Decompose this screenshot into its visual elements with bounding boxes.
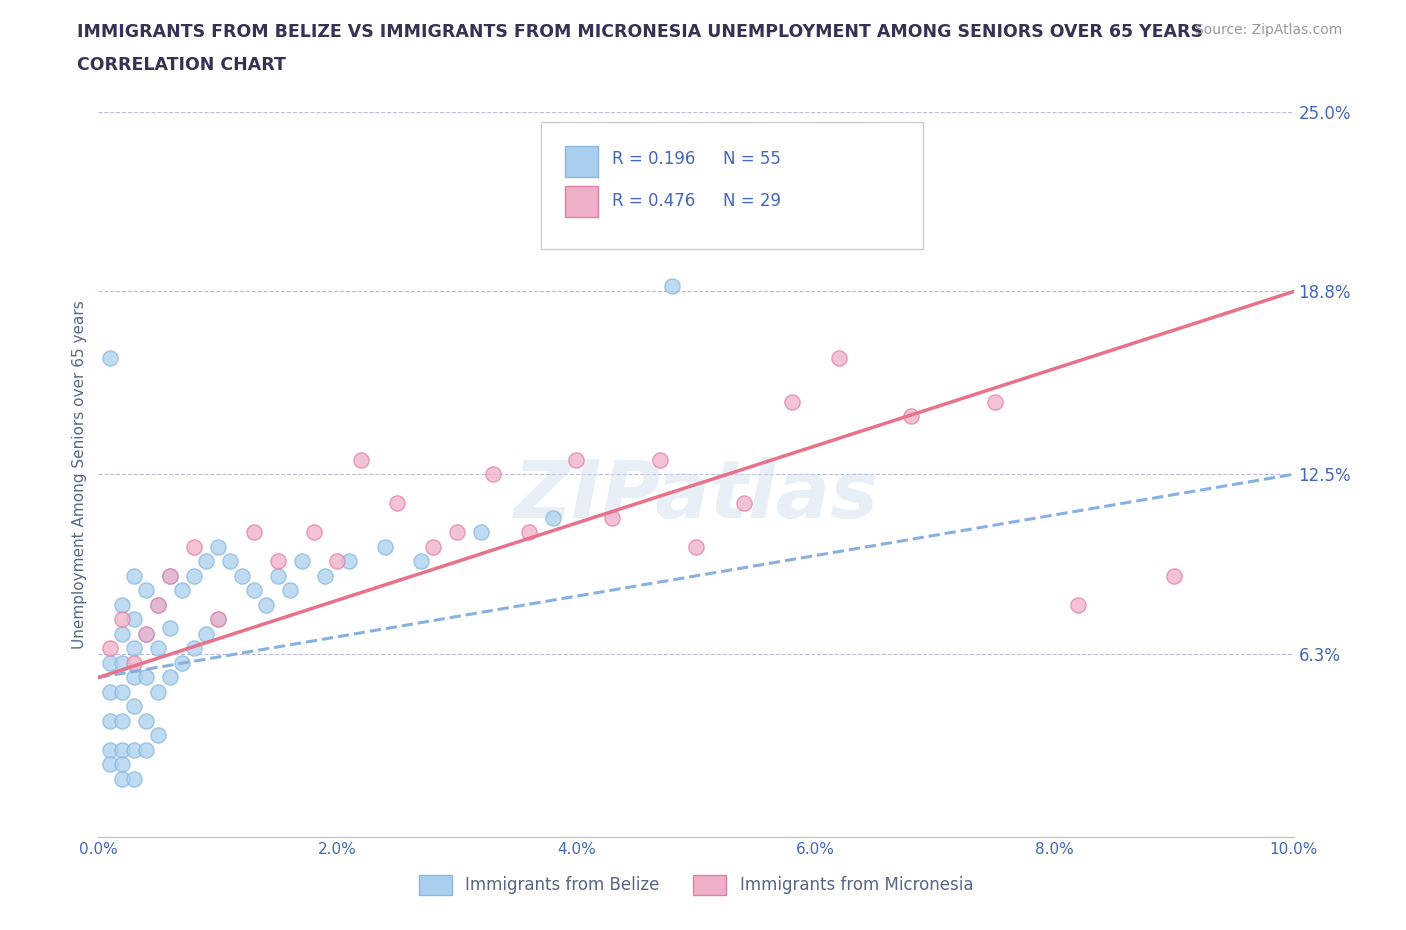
- Point: [183, 539, 205, 554]
- Point: [111, 742, 134, 757]
- Point: [470, 525, 492, 539]
- Point: [124, 699, 146, 714]
- Point: [111, 713, 134, 728]
- Point: [685, 539, 707, 554]
- Text: R = 0.476: R = 0.476: [613, 192, 696, 210]
- Point: [172, 583, 194, 598]
- Point: [219, 554, 242, 569]
- Text: N = 55: N = 55: [724, 150, 782, 167]
- Point: [98, 656, 122, 671]
- Point: [124, 568, 146, 583]
- Point: [828, 351, 851, 365]
- Point: [291, 554, 314, 569]
- Point: [326, 554, 349, 569]
- Point: [565, 452, 588, 467]
- Text: Source: ZipAtlas.com: Source: ZipAtlas.com: [1195, 23, 1343, 37]
- Point: [111, 612, 134, 627]
- Point: [135, 583, 157, 598]
- Point: [135, 627, 157, 642]
- Point: [482, 467, 505, 482]
- Point: [411, 554, 433, 569]
- Point: [267, 568, 290, 583]
- Point: [385, 496, 409, 511]
- Point: [278, 583, 301, 598]
- Point: [159, 568, 181, 583]
- Point: [207, 612, 229, 627]
- Point: [111, 627, 134, 642]
- Point: [124, 742, 146, 757]
- Text: ZIPatlas: ZIPatlas: [513, 457, 879, 535]
- Point: [780, 394, 803, 409]
- Point: [231, 568, 253, 583]
- Point: [243, 525, 266, 539]
- Text: IMMIGRANTS FROM BELIZE VS IMMIGRANTS FROM MICRONESIA UNEMPLOYMENT AMONG SENIORS : IMMIGRANTS FROM BELIZE VS IMMIGRANTS FRO…: [77, 23, 1204, 41]
- Point: [135, 742, 157, 757]
- Point: [267, 554, 290, 569]
- Point: [98, 757, 122, 772]
- Point: [422, 539, 444, 554]
- Point: [159, 568, 181, 583]
- Point: [124, 772, 146, 787]
- Text: R = 0.196: R = 0.196: [613, 150, 696, 167]
- Point: [243, 583, 266, 598]
- Point: [159, 670, 181, 684]
- Point: [195, 554, 218, 569]
- Point: [374, 539, 396, 554]
- Point: [111, 757, 134, 772]
- Point: [124, 656, 146, 671]
- Point: [446, 525, 468, 539]
- Point: [148, 597, 170, 612]
- Point: [148, 728, 170, 743]
- Point: [98, 684, 122, 699]
- Point: [650, 452, 672, 467]
- FancyBboxPatch shape: [541, 123, 922, 249]
- Point: [111, 772, 134, 787]
- Point: [1067, 597, 1090, 612]
- Point: [733, 496, 755, 511]
- Point: [124, 612, 146, 627]
- Point: [124, 670, 146, 684]
- Point: [350, 452, 373, 467]
- Point: [124, 641, 146, 656]
- Legend: Immigrants from Belize, Immigrants from Micronesia: Immigrants from Belize, Immigrants from …: [412, 869, 980, 901]
- Point: [135, 670, 157, 684]
- Point: [98, 742, 122, 757]
- Text: N = 29: N = 29: [724, 192, 782, 210]
- Point: [602, 511, 624, 525]
- Point: [183, 641, 205, 656]
- Point: [254, 597, 277, 612]
- Point: [148, 684, 170, 699]
- Point: [111, 597, 134, 612]
- Point: [339, 554, 361, 569]
- Point: [517, 525, 540, 539]
- Point: [195, 627, 218, 642]
- Point: [183, 568, 205, 583]
- FancyBboxPatch shape: [565, 146, 598, 177]
- Point: [98, 641, 122, 656]
- Point: [135, 713, 157, 728]
- Point: [302, 525, 325, 539]
- Point: [135, 627, 157, 642]
- Point: [661, 278, 683, 293]
- Text: CORRELATION CHART: CORRELATION CHART: [77, 56, 287, 73]
- Point: [98, 351, 122, 365]
- Point: [148, 597, 170, 612]
- Point: [984, 394, 1007, 409]
- Point: [315, 568, 337, 583]
- Point: [1163, 568, 1185, 583]
- Point: [207, 612, 229, 627]
- Point: [900, 409, 922, 424]
- Point: [159, 620, 181, 635]
- Point: [111, 684, 134, 699]
- Point: [541, 511, 564, 525]
- Point: [207, 539, 229, 554]
- Point: [98, 713, 122, 728]
- Y-axis label: Unemployment Among Seniors over 65 years: Unemployment Among Seniors over 65 years: [72, 300, 87, 649]
- Point: [172, 656, 194, 671]
- FancyBboxPatch shape: [565, 186, 598, 217]
- Point: [111, 656, 134, 671]
- Point: [148, 641, 170, 656]
